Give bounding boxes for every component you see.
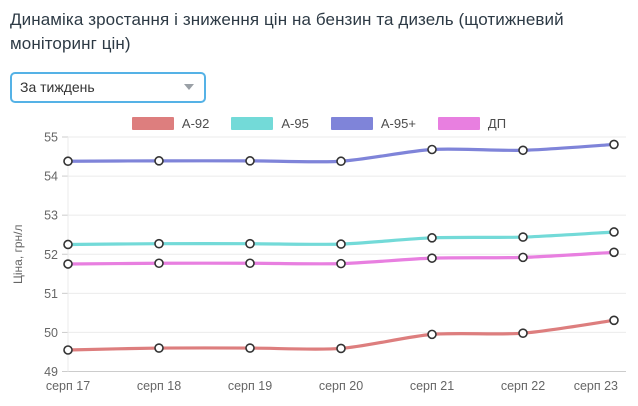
data-point-A-95+-серп 19[interactable] bbox=[245, 155, 255, 166]
data-point-A-95-серп 20[interactable] bbox=[336, 238, 346, 249]
data-point-ДП-серп 17[interactable] bbox=[63, 258, 73, 269]
data-point-A-92-серп 18[interactable] bbox=[154, 342, 164, 353]
y-axis-tick-label: 49 bbox=[44, 365, 58, 379]
data-point-ДП-серп 23[interactable] bbox=[609, 247, 619, 257]
period-select-value: За тиждень bbox=[20, 79, 95, 96]
y-axis-tick-label: 54 bbox=[44, 169, 58, 183]
chart-area: 55 54 53 52 51 50 49 серп 17 серп 18 серп 19 серп … bbox=[10, 130, 628, 406]
data-point-A-92-серп 19[interactable] bbox=[245, 342, 255, 353]
data-point-A-95+-серп 22[interactable] bbox=[518, 145, 528, 155]
chart-legend: A-92 A-95 A-95+ ДП bbox=[10, 116, 628, 131]
x-axis-tick-label: серп 18 bbox=[137, 379, 181, 393]
x-axis-tick-label: серп 19 bbox=[228, 379, 272, 393]
data-point-A-92-серп 23[interactable] bbox=[609, 315, 619, 325]
data-point-ДП-серп 18[interactable] bbox=[154, 258, 164, 268]
x-axis-tick-label: серп 22 bbox=[501, 379, 545, 393]
y-axis-tick-label: 50 bbox=[44, 326, 58, 340]
legend-item-A-95+[interactable]: A-95+ bbox=[330, 115, 416, 131]
legend-item-ДП[interactable]: ДП bbox=[437, 115, 507, 131]
legend-label: A-92 bbox=[181, 115, 210, 131]
data-point-A-95+-серп 18[interactable] bbox=[154, 155, 164, 166]
legend-swatch-A-95 bbox=[231, 116, 274, 130]
legend-swatch-A-95+ bbox=[330, 116, 373, 130]
data-point-A-95-серп 22[interactable] bbox=[518, 231, 528, 242]
page-title: Динаміка зростання і зниження цін на бен… bbox=[10, 10, 564, 54]
data-point-A-95+-серп 21[interactable] bbox=[427, 144, 437, 154]
y-axis-tick-label: 51 bbox=[44, 286, 58, 300]
period-select[interactable]: За тиждень bbox=[10, 71, 206, 103]
data-point-A-92-серп 22[interactable] bbox=[518, 327, 528, 338]
x-axis-tick-label: серп 21 bbox=[410, 379, 454, 393]
legend-swatch-ДП bbox=[437, 116, 480, 130]
legend-item-A-92[interactable]: A-92 bbox=[131, 115, 210, 131]
data-point-A-95-серп 19[interactable] bbox=[245, 238, 255, 249]
data-point-ДП-серп 21[interactable] bbox=[427, 252, 437, 263]
data-point-A-95+-серп 23[interactable] bbox=[609, 139, 619, 149]
data-point-A-92-серп 21[interactable] bbox=[427, 329, 437, 339]
legend-item-A-95[interactable]: A-95 bbox=[231, 115, 309, 131]
data-point-A-95-серп 17[interactable] bbox=[63, 239, 73, 249]
legend-label: ДП bbox=[487, 115, 507, 131]
data-point-ДП-серп 19[interactable] bbox=[245, 258, 255, 268]
data-point-A-95-серп 23[interactable] bbox=[609, 226, 619, 237]
data-point-A-95-серп 18[interactable] bbox=[154, 238, 164, 249]
data-point-A-92-серп 20[interactable] bbox=[336, 343, 346, 353]
data-point-ДП-серп 22[interactable] bbox=[518, 252, 528, 262]
y-axis-title: Ціна, грн/л bbox=[11, 224, 25, 284]
legend-label: A-95 bbox=[281, 115, 309, 131]
data-point-A-95+-серп 17[interactable] bbox=[63, 156, 73, 166]
data-point-A-95+-серп 20[interactable] bbox=[336, 156, 346, 166]
y-axis-tick-label: 53 bbox=[44, 208, 58, 222]
data-point-A-92-серп 17[interactable] bbox=[63, 344, 73, 355]
y-axis-tick-label: 55 bbox=[44, 131, 58, 145]
x-axis-tick-label: серп 23 bbox=[574, 379, 618, 393]
data-point-ДП-серп 20[interactable] bbox=[336, 258, 346, 269]
chevron-down-icon bbox=[184, 84, 194, 91]
y-axis-tick-label: 52 bbox=[44, 247, 58, 261]
data-point-A-95-серп 21[interactable] bbox=[427, 232, 437, 243]
legend-label: A-95+ bbox=[380, 115, 416, 131]
x-axis-tick-label: серп 17 bbox=[46, 379, 90, 393]
legend-swatch-A-92 bbox=[131, 116, 174, 130]
x-axis-tick-label: серп 20 bbox=[319, 379, 363, 393]
